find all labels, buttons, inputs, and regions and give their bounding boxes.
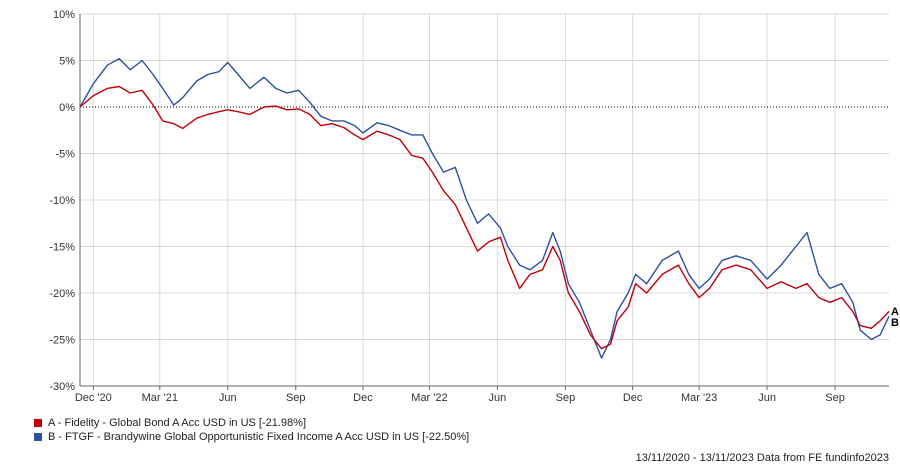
- x-tick-label: Jun: [758, 392, 776, 404]
- y-tick-label: -15%: [49, 242, 75, 254]
- x-tick-label: Mar '22: [411, 392, 447, 404]
- data-source-footer: 13/11/2020 - 13/11/2023 Data from FE fun…: [635, 452, 889, 464]
- y-tick-label: -25%: [49, 335, 75, 347]
- series-end-label-a: A: [891, 306, 899, 318]
- x-tick-label: Sep: [556, 392, 576, 404]
- x-tick-label: Mar '23: [681, 392, 717, 404]
- x-tick-label: Dec: [353, 392, 373, 404]
- x-tick-label: Dec: [623, 392, 643, 404]
- x-tick-label: Jun: [489, 392, 507, 404]
- y-tick-label: -5%: [55, 149, 75, 161]
- x-tick-label: Sep: [286, 392, 306, 404]
- y-tick-label: -20%: [49, 288, 75, 300]
- series-line-a: [79, 85, 890, 350]
- series-line-b: [79, 57, 890, 359]
- y-tick-label: -10%: [49, 195, 75, 207]
- x-tick-label: Dec '20: [75, 392, 112, 404]
- y-tick-label: 5%: [59, 56, 75, 68]
- x-tick-label: Jun: [219, 392, 237, 404]
- legend-item-b: B - FTGF - Brandywine Global Opportunist…: [34, 430, 469, 444]
- x-tick-label: Mar '21: [142, 392, 178, 404]
- legend-label-a: A - Fidelity - Global Bond A Acc USD in …: [48, 417, 307, 429]
- y-tick-label: 10%: [53, 9, 75, 21]
- legend-item-a: A - Fidelity - Global Bond A Acc USD in …: [34, 416, 469, 430]
- x-tick-label: Sep: [825, 392, 845, 404]
- y-tick-label: -30%: [49, 381, 75, 393]
- series-end-label-b: B: [891, 317, 899, 329]
- legend-label-b: B - FTGF - Brandywine Global Opportunist…: [48, 431, 470, 443]
- legend-swatch-a: [34, 419, 42, 427]
- legend: A - Fidelity - Global Bond A Acc USD in …: [34, 416, 469, 444]
- legend-swatch-b: [34, 433, 42, 441]
- y-tick-label: 0%: [59, 102, 75, 114]
